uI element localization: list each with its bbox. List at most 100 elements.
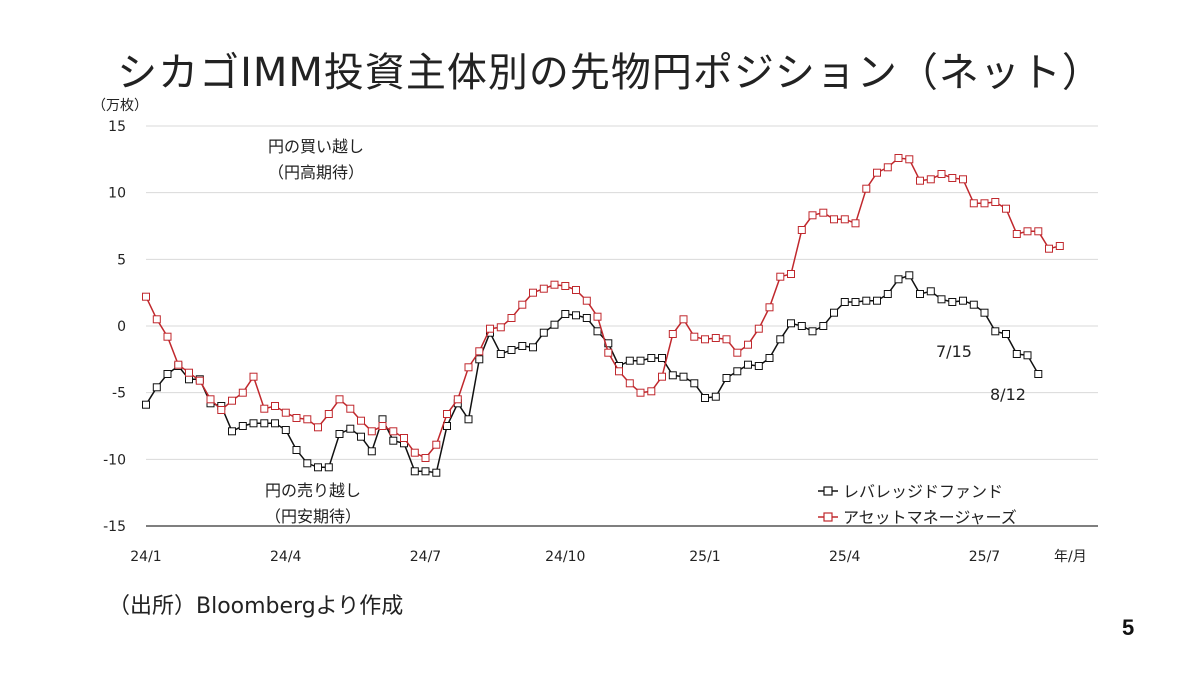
data-point-marker bbox=[808, 327, 817, 336]
data-point-marker bbox=[582, 296, 591, 305]
data-point-marker bbox=[410, 467, 419, 476]
data-point-marker bbox=[658, 372, 666, 381]
y-axis-label: （万枚） bbox=[92, 98, 148, 114]
data-point-marker bbox=[195, 376, 204, 385]
y-tick-label: 5 bbox=[117, 252, 126, 268]
legend-label-asset-manager: アセットマネージャーズ bbox=[843, 508, 1017, 527]
data-point-marker bbox=[281, 408, 290, 417]
data-point-marker bbox=[959, 296, 967, 305]
data-point-marker bbox=[335, 395, 344, 404]
data-point-marker bbox=[1023, 227, 1032, 236]
data-point-marker bbox=[582, 314, 591, 322]
data-point-marker bbox=[733, 367, 742, 376]
data-point-marker bbox=[765, 354, 774, 362]
data-point-marker bbox=[539, 328, 548, 337]
data-point-marker bbox=[260, 419, 269, 428]
data-point-marker bbox=[754, 324, 763, 333]
data-point-marker bbox=[679, 372, 688, 381]
data-point-marker bbox=[271, 402, 279, 410]
data-point-marker bbox=[206, 395, 215, 404]
data-point-marker bbox=[1045, 244, 1053, 253]
data-point-marker bbox=[873, 168, 881, 177]
x-tick-label: 25/1 bbox=[689, 549, 720, 565]
data-point-marker bbox=[883, 290, 892, 298]
data-point-marker bbox=[550, 320, 559, 329]
source-note: （出所）Bloombergより作成 bbox=[108, 594, 404, 619]
data-point-marker bbox=[776, 272, 785, 281]
data-point-marker bbox=[1012, 230, 1021, 238]
data-point-marker bbox=[744, 340, 752, 349]
data-point-marker bbox=[152, 383, 161, 392]
data-point-marker bbox=[561, 310, 570, 318]
data-point-marker bbox=[916, 176, 924, 185]
data-point-marker bbox=[152, 315, 161, 324]
annotation-lower-line2: （円安期待） bbox=[265, 507, 361, 526]
data-point-marker bbox=[410, 448, 419, 457]
data-point-marker bbox=[701, 335, 709, 344]
data-point-marker bbox=[228, 427, 236, 436]
annotation-date-8-12: 8/12 bbox=[990, 385, 1026, 404]
data-point-marker bbox=[518, 342, 527, 350]
data-point-marker bbox=[959, 175, 967, 184]
data-point-marker bbox=[690, 332, 699, 341]
data-point-marker bbox=[507, 346, 516, 354]
data-point-marker bbox=[163, 332, 172, 341]
data-point-marker bbox=[948, 174, 957, 182]
y-tick-label: -5 bbox=[112, 386, 126, 402]
data-point-marker bbox=[625, 356, 634, 365]
series-asset-managers bbox=[142, 154, 1064, 462]
data-point-marker bbox=[819, 322, 828, 330]
data-point-marker bbox=[744, 360, 752, 369]
data-point-marker bbox=[969, 199, 978, 208]
data-point-marker bbox=[335, 430, 344, 438]
data-point-marker bbox=[443, 422, 451, 430]
data-point-marker bbox=[464, 415, 473, 424]
data-point-marker bbox=[851, 219, 860, 228]
legend-label-leveraged: レバレッジドファンド bbox=[843, 482, 1003, 501]
data-point-marker bbox=[163, 370, 172, 378]
data-point-marker bbox=[324, 463, 333, 472]
data-point-marker bbox=[604, 348, 613, 357]
data-point-marker bbox=[937, 170, 946, 178]
data-point-marker bbox=[346, 424, 355, 433]
x-tick-label: 25/4 bbox=[829, 549, 861, 565]
data-point-marker bbox=[507, 314, 516, 322]
data-point-marker bbox=[926, 175, 935, 184]
x-tick-label: 24/1 bbox=[130, 549, 161, 565]
data-point-marker bbox=[808, 211, 817, 220]
data-point-marker bbox=[647, 387, 656, 396]
legend-marker-asset-manager bbox=[823, 512, 833, 522]
data-point-marker bbox=[421, 467, 430, 476]
data-point-marker bbox=[862, 184, 871, 193]
annotation-upper-line2: （円高期待） bbox=[268, 163, 364, 182]
data-point-marker bbox=[830, 215, 838, 224]
data-point-marker bbox=[894, 275, 903, 284]
data-point-marker bbox=[174, 360, 183, 369]
data-point-marker bbox=[389, 436, 398, 445]
data-point-marker bbox=[314, 463, 322, 472]
data-point-marker bbox=[980, 199, 989, 208]
x-tick-label: 24/7 bbox=[410, 549, 441, 565]
x-axis-label: 年/月 bbox=[1054, 549, 1087, 565]
annotation-lower-line1: 円の売り越し bbox=[265, 481, 361, 500]
data-point-marker bbox=[292, 446, 301, 454]
data-point-marker bbox=[819, 208, 828, 217]
data-point-marker bbox=[529, 343, 537, 352]
chart-title: シカゴIMM投資主体別の先物円ポジション（ネット） bbox=[117, 50, 1103, 96]
data-point-marker bbox=[238, 388, 247, 397]
data-point-marker bbox=[367, 447, 376, 456]
data-point-marker bbox=[421, 454, 430, 462]
data-point-marker bbox=[572, 311, 580, 320]
data-point-marker bbox=[937, 295, 946, 304]
page-number: 5 bbox=[1122, 615, 1135, 640]
data-point-marker bbox=[797, 322, 806, 330]
data-point-marker bbox=[851, 298, 860, 306]
chart-labels: （万枚） 年/月 円の買い越し （円高期待） 円の売り越し （円安期待） 7/1… bbox=[92, 98, 1087, 565]
data-point-marker bbox=[378, 415, 387, 424]
data-point-marker bbox=[701, 394, 709, 402]
data-point-marker bbox=[443, 410, 451, 418]
data-point-marker bbox=[883, 163, 892, 172]
data-point-marker bbox=[722, 374, 731, 382]
